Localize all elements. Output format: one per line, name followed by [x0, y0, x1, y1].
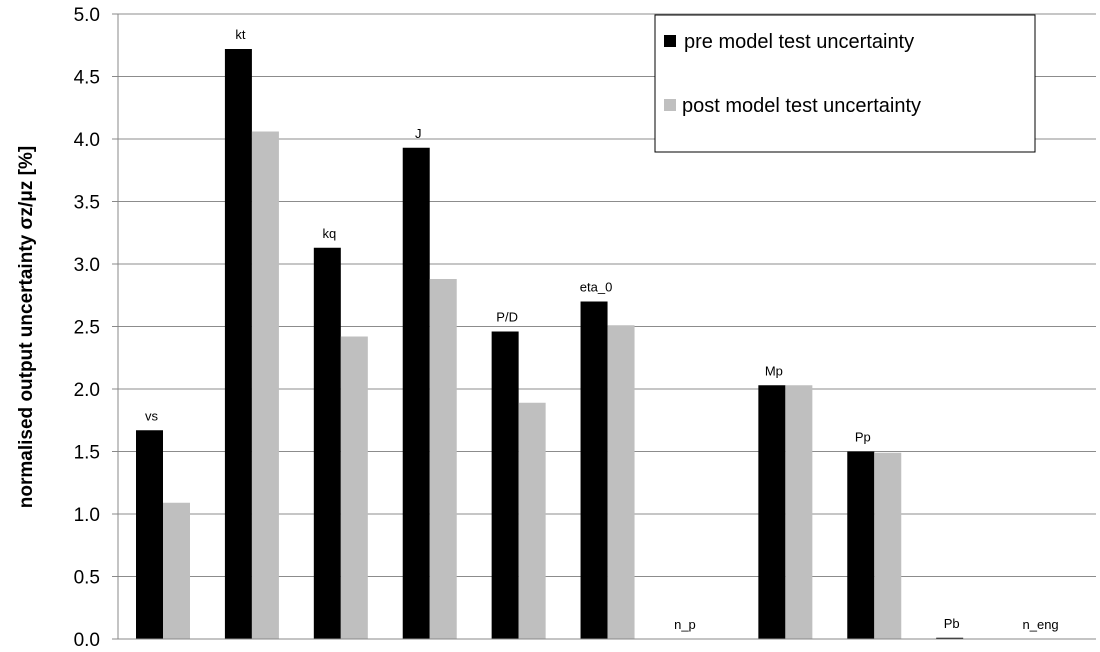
bars: [136, 49, 964, 639]
bar-post-Pp: [874, 452, 902, 639]
bar-pre-P/D: [491, 331, 519, 639]
bar-post-kt: [251, 131, 279, 639]
y-tick-label: 1.5: [74, 443, 100, 464]
category-label: kq: [322, 226, 336, 241]
bar-pre-Pb: [936, 637, 964, 639]
category-label: n_eng: [1023, 617, 1059, 632]
category-label: eta_0: [580, 280, 613, 295]
y-tick-label: 3.5: [74, 193, 100, 214]
y-tick-label: 2.0: [74, 380, 100, 401]
bar-pre-kt: [224, 49, 252, 639]
bar-post-J: [429, 279, 457, 639]
y-tick-label: 4.0: [74, 130, 100, 151]
y-tick-label: 4.5: [74, 68, 100, 89]
legend: pre model test uncertainty post model te…: [654, 14, 1036, 153]
bar-post-vs: [163, 502, 190, 639]
category-label: vs: [145, 408, 159, 423]
bar-pre-eta_0: [580, 301, 608, 639]
legend-label-pre: pre model test uncertainty: [684, 31, 914, 53]
bar-pre-J: [402, 147, 430, 639]
bar-pre-Mp: [758, 385, 786, 639]
legend-swatch-pre: [664, 35, 676, 47]
y-tick-label: 0.0: [74, 630, 100, 651]
category-label: P/D: [496, 310, 518, 325]
y-tick-labels: 0.0 0.5 1.0 1.5 2.0 2.5 3.0 3.5 4.0 4.5 5.0: [74, 5, 118, 651]
category-label: J: [415, 126, 422, 141]
y-tick-label: 0.5: [74, 568, 100, 589]
bar-post-Mp: [785, 385, 813, 639]
legend-swatch-post: [664, 99, 676, 111]
category-label: kt: [235, 27, 246, 42]
category-label: Pp: [855, 430, 871, 445]
bar-post-P/D: [518, 402, 546, 639]
bar-post-kq: [340, 336, 368, 639]
bar-pre-kq: [313, 247, 341, 639]
category-label: n_p: [674, 617, 696, 632]
category-label: Mp: [765, 363, 783, 378]
y-tick-label: 1.0: [74, 505, 100, 526]
y-tick-label: 5.0: [74, 5, 100, 26]
bar-post-eta_0: [607, 325, 635, 639]
bar-pre-Pp: [847, 451, 875, 639]
y-tick-label: 2.5: [74, 318, 100, 339]
y-tick-label: 3.0: [74, 255, 100, 276]
bar-pre-vs: [136, 430, 163, 639]
category-labels: vs kt kq J P/D eta_0 n_p Mp Pp Pb n_eng: [145, 27, 1059, 632]
category-label: Pb: [944, 616, 960, 631]
legend-box: [654, 14, 1036, 153]
y-axis-label: normalised output uncertainty σz/μz [%]: [16, 146, 37, 508]
legend-label-post: post model test uncertainty: [682, 95, 921, 117]
